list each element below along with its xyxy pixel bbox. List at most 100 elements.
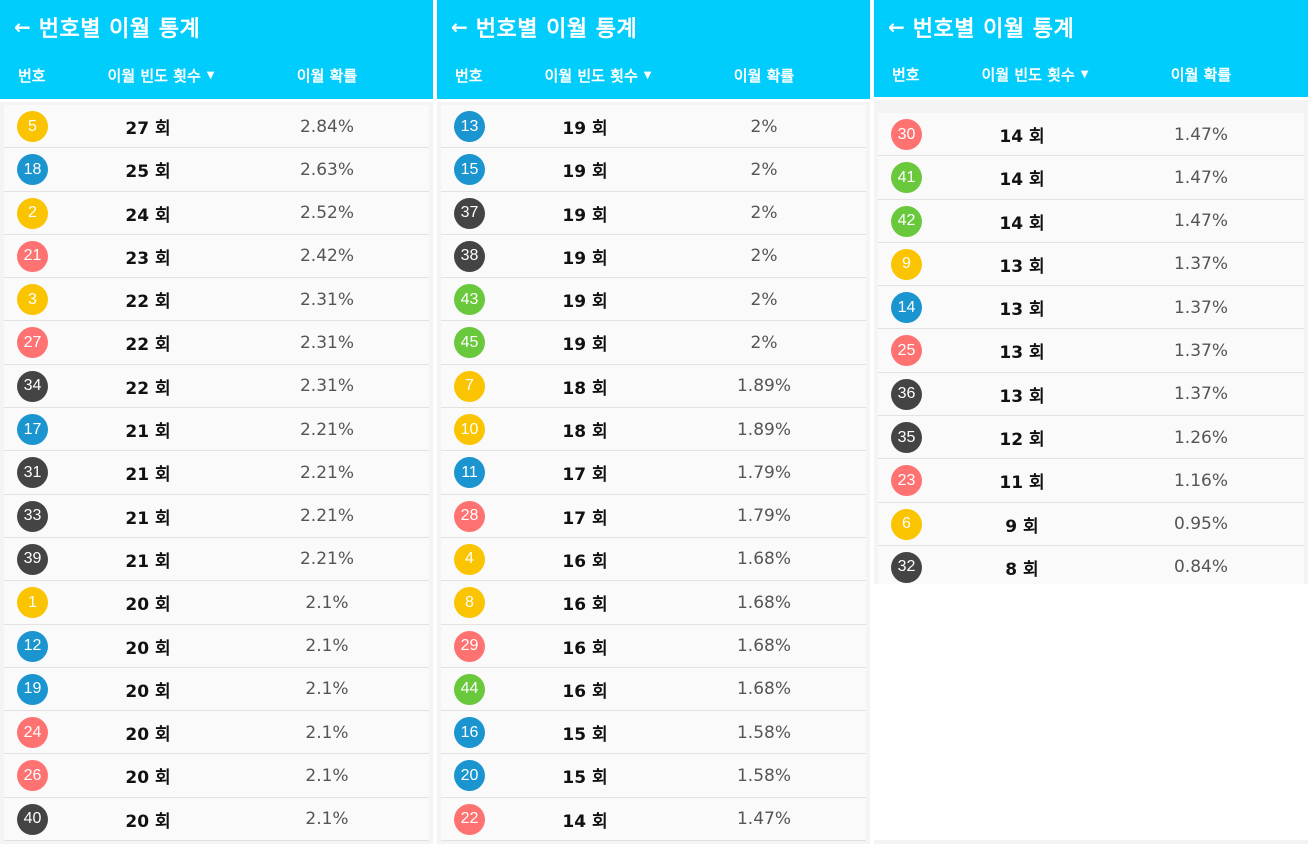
- carryover-count: 22 회: [125, 378, 171, 399]
- carryover-probability: 2%: [750, 289, 778, 310]
- carryover-count: 14 회: [999, 213, 1045, 234]
- carryover-probability: 1.16%: [1173, 470, 1228, 491]
- column-header-probability-label: 이월 확률: [296, 66, 358, 85]
- table-row: 10 18 회 1.89%: [441, 408, 866, 452]
- number-ball: 15: [454, 154, 485, 186]
- table-row: 28 17 회 1.79%: [441, 494, 866, 538]
- back-arrow-icon[interactable]: ←: [888, 15, 905, 39]
- carryover-count: 25 회: [125, 162, 171, 183]
- title-row: ← 번호별 이월 통계: [451, 10, 637, 44]
- carryover-count: 19 회: [562, 248, 608, 269]
- table-row: 29 16 회 1.68%: [441, 624, 866, 668]
- back-arrow-icon[interactable]: ←: [14, 15, 31, 39]
- number-ball: 6: [891, 508, 922, 540]
- carryover-probability: 2%: [750, 159, 778, 180]
- carryover-probability: 2.1%: [305, 679, 349, 700]
- table-row: 34 22 회 2.31%: [4, 364, 429, 409]
- column-header-probability[interactable]: 이월 확률: [262, 62, 392, 88]
- number-ball: 18: [17, 154, 48, 186]
- number-ball: 38: [454, 240, 485, 272]
- carryover-probability: 1.47%: [1173, 124, 1228, 145]
- column-header-number-label: 번호: [892, 65, 920, 84]
- carryover-count: 13 회: [999, 386, 1045, 407]
- carryover-count: 18 회: [562, 422, 608, 443]
- table-row: 5 27 회 2.84%: [4, 105, 429, 149]
- table-row: 1 20 회 2.1%: [4, 581, 429, 625]
- column-header-probability[interactable]: 이월 확률: [699, 62, 829, 88]
- column-header-frequency[interactable]: 이월 빈도 횟수 ▼: [92, 62, 230, 88]
- number-ball: 23: [891, 465, 922, 497]
- carryover-count: 27 회: [125, 119, 171, 139]
- number-ball: 44: [454, 673, 485, 705]
- table-row: 22 14 회 1.47%: [441, 797, 866, 842]
- carryover-probability: 1.68%: [736, 549, 791, 570]
- number-ball: 21: [17, 240, 48, 272]
- table-row: 17 21 회 2.21%: [4, 408, 429, 452]
- screen-1: ← 번호별 이월 통계 번호 이월 빈도 횟수 ▼ 이월 확률 5 27 회 2.8…: [0, 0, 433, 844]
- column-header-frequency[interactable]: 이월 빈도 횟수 ▼: [966, 61, 1104, 87]
- back-arrow-icon[interactable]: ←: [451, 15, 468, 39]
- carryover-count: 13 회: [999, 300, 1045, 321]
- column-header-frequency-label: 이월 빈도 횟수: [544, 66, 638, 85]
- number-ball: 26: [17, 760, 48, 792]
- number-ball: 32: [891, 551, 922, 583]
- app-bar: ← 번호별 이월 통계 번호 이월 빈도 횟수 ▼ 이월 확률: [874, 0, 1308, 100]
- carryover-count: 19 회: [562, 335, 608, 356]
- table-row: 23 11 회 1.16%: [878, 459, 1304, 503]
- carryover-probability: 2.1%: [305, 809, 349, 830]
- number-ball: 41: [891, 162, 922, 194]
- number-ball: 22: [454, 803, 485, 835]
- number-ball: 24: [17, 717, 48, 749]
- stats-list: 13 19 회 2% 15 19 회 2% 37 19 회 2% 38 19 회 2% 43 19 회 2%…: [441, 105, 866, 842]
- number-ball: 10: [454, 414, 485, 446]
- app-bar: ← 번호별 이월 통계 번호 이월 빈도 횟수 ▼ 이월 확률: [0, 0, 433, 102]
- table-row: 42 14 회 1.47%: [878, 199, 1304, 243]
- stats-list: 30 14 회 1.47% 41 14 회 1.47% 42 14 회 1.47% 9 13 회 1.…: [878, 113, 1304, 590]
- table-row: 38 19 회 2%: [441, 234, 866, 279]
- number-ball: 16: [454, 717, 485, 749]
- carryover-count: 14 회: [999, 127, 1045, 147]
- column-header-frequency-label: 이월 빈도 횟수: [107, 66, 201, 85]
- sort-desc-icon: ▼: [643, 69, 652, 81]
- number-ball: 20: [454, 760, 485, 792]
- number-ball: 31: [17, 457, 48, 489]
- table-row: 25 13 회 1.37%: [878, 329, 1304, 373]
- carryover-probability: 2%: [750, 116, 778, 137]
- number-ball: 36: [891, 378, 922, 410]
- column-header-probability[interactable]: 이월 확률: [1136, 61, 1266, 87]
- empty-area: [874, 584, 1308, 840]
- column-header-frequency[interactable]: 이월 빈도 횟수 ▼: [529, 62, 667, 88]
- carryover-count: 16 회: [562, 551, 608, 572]
- table-row: 27 22 회 2.31%: [4, 321, 429, 365]
- column-header-number[interactable]: 번호: [892, 61, 924, 87]
- carryover-probability: 2%: [750, 332, 778, 353]
- column-header-probability-label: 이월 확률: [1170, 65, 1232, 84]
- number-ball: 43: [454, 284, 485, 316]
- table-row: 26 20 회 2.1%: [4, 754, 429, 798]
- carryover-probability: 1.79%: [736, 506, 791, 527]
- carryover-count: 20 회: [125, 768, 171, 789]
- number-ball: 27: [17, 327, 48, 359]
- table-row: 33 21 회 2.21%: [4, 494, 429, 538]
- table-row: 39 21 회 2.21%: [4, 537, 429, 582]
- carryover-probability: 0.95%: [1173, 514, 1228, 535]
- carryover-count: 24 회: [125, 205, 171, 226]
- carryover-count: 9 회: [1005, 516, 1039, 537]
- carryover-probability: 1.26%: [1173, 427, 1228, 448]
- carryover-probability: 2.84%: [299, 116, 354, 137]
- table-row: 40 20 회 2.1%: [4, 797, 429, 842]
- carryover-count: 19 회: [562, 119, 608, 139]
- table-row: 44 16 회 1.68%: [441, 667, 866, 712]
- column-header-number[interactable]: 번호: [18, 62, 50, 88]
- table-row: 15 19 회 2%: [441, 148, 866, 192]
- carryover-count: 22 회: [125, 292, 171, 313]
- number-ball: 25: [891, 335, 922, 367]
- number-ball: 5: [17, 111, 48, 142]
- table-row: 45 19 회 2%: [441, 321, 866, 365]
- carryover-probability: 2.42%: [299, 246, 354, 267]
- table-row: 16 15 회 1.58%: [441, 711, 866, 755]
- column-header-number[interactable]: 번호: [455, 62, 487, 88]
- carryover-probability: 2.21%: [299, 462, 354, 483]
- page-title: 번호별 이월 통계: [38, 17, 201, 42]
- screen-2: ← 번호별 이월 통계 번호 이월 빈도 횟수 ▼ 이월 확률 13 19 회 2%…: [437, 0, 870, 844]
